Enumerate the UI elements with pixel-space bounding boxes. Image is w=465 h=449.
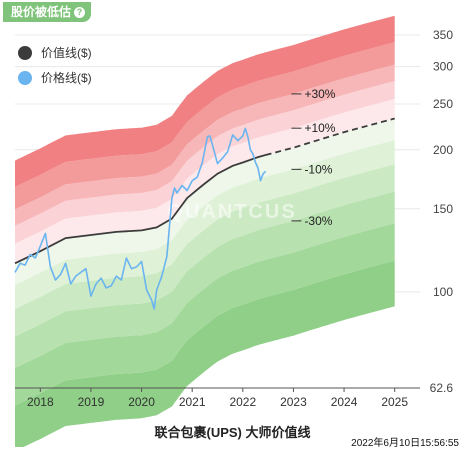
band-9 [15,42,395,210]
band-3 [15,164,395,337]
legend-swatch-price [18,70,32,85]
timestamp: 2022年6月10日15:56:55 [351,438,459,449]
x-tick-label-7: 2025 [381,395,408,409]
band-1 [15,223,395,406]
y-tick-label-0: 62.6 [430,381,454,395]
y-tick-label-5: 300 [433,60,453,74]
x-tick-label-3: 2021 [179,395,206,409]
y-tick-label-6: 350 [433,28,453,42]
x-tick-label-6: 2024 [331,395,358,409]
x-tick-label-4: 2022 [229,395,256,409]
band-6 [15,98,395,264]
band-label-3: -30% [304,214,332,228]
band-label-1: +10% [304,121,335,135]
y-tick-label-3: 200 [433,143,453,157]
legend: 价值线($) 价格线($) [18,40,92,90]
x-tick-label-5: 2023 [280,395,307,409]
watermark: QUANTCUS [167,201,296,223]
y-tick-label-2: 150 [433,202,453,216]
projection-line [265,117,395,156]
band-0 [15,260,395,447]
band-5 [15,118,395,285]
band-label-2: -10% [304,162,332,176]
chart-title: 联合包裹(UPS) 大师价值线 [154,425,311,440]
band-7 [15,81,395,244]
undervalued-badge: 股价被低估 ? [3,2,92,22]
question-icon[interactable]: ? [74,6,86,18]
legend-item-price-line[interactable]: 价格线($) [18,65,92,90]
badge-label: 股价被低估 [11,5,72,19]
band-2 [15,191,395,368]
band-4 [15,140,395,309]
x-tick-label-0: 2018 [27,395,54,409]
band-label-0: +30% [304,87,335,101]
legend-label-price: 价格线($) [41,71,92,85]
legend-label-value: 价值线($) [41,46,92,60]
y-tick-label-1: 100 [433,285,453,299]
x-tick-label-2: 2020 [128,395,155,409]
legend-item-value-line[interactable]: 价值线($) [18,40,92,65]
y-tick-label-4: 250 [433,97,453,111]
band-8 [15,64,395,226]
band-10 [15,15,395,188]
x-tick-label-1: 2019 [78,395,105,409]
value-line [14,154,266,265]
legend-swatch-value [18,45,32,60]
price-line [14,127,267,310]
